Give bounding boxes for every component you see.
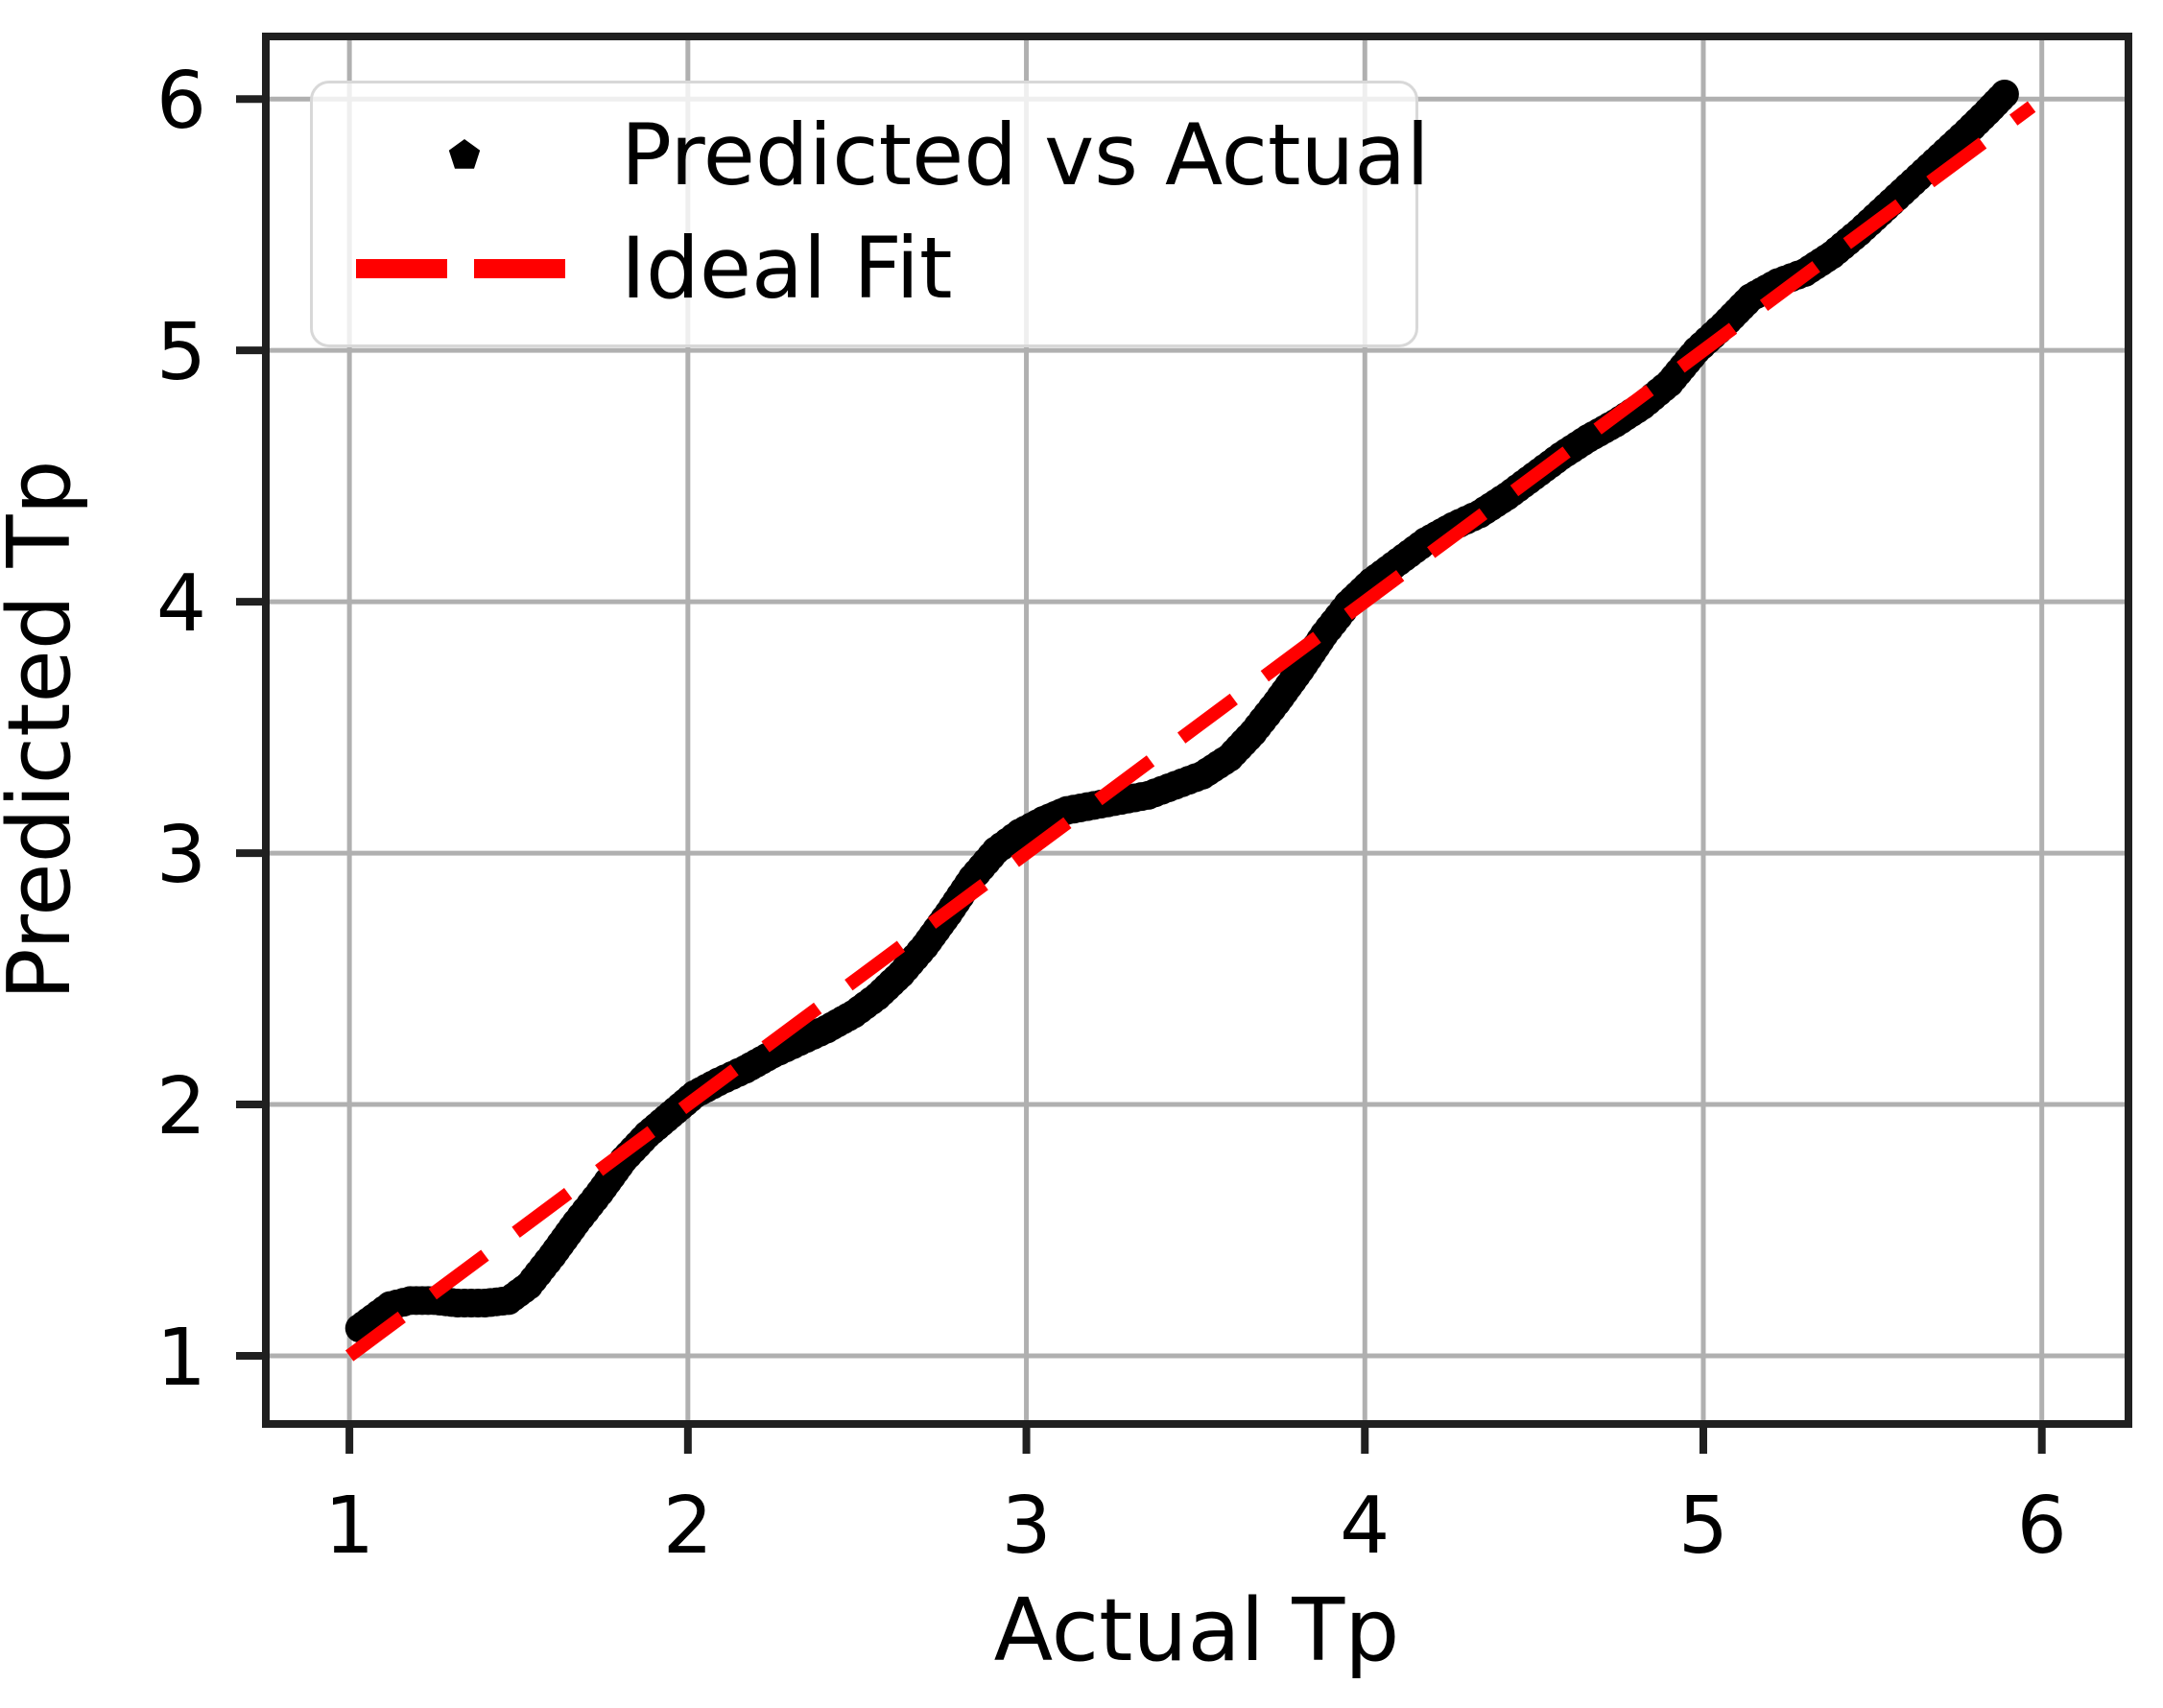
y-tick-label-1: 1 xyxy=(156,1313,206,1404)
ideal-fit-dashed-line xyxy=(345,101,2036,1362)
x-tick-label-1: 1 xyxy=(324,1481,374,1572)
pentagon-marker-icon xyxy=(342,136,586,175)
plot-border xyxy=(262,33,2132,1428)
x-tick-label-2: 2 xyxy=(663,1481,713,1572)
legend-entry-predicted-vs-actual: Predicted vs Actual xyxy=(342,99,1430,212)
x-tick-label-6: 6 xyxy=(2017,1481,2067,1572)
scatter-point xyxy=(1989,79,2019,108)
ideal-fit-line xyxy=(345,101,2036,1362)
x-tick-label-5: 5 xyxy=(1678,1481,1728,1572)
axes-layer: 1 2 3 4 5 6 1 2 3 4 5 6 xyxy=(156,33,2132,1572)
legend-label-predicted-vs-actual: Predicted vs Actual xyxy=(621,106,1430,204)
x-tick-label-4: 4 xyxy=(1340,1481,1390,1572)
y-tick-label-2: 2 xyxy=(156,1061,206,1152)
y-tick-label-4: 4 xyxy=(156,558,206,650)
y-tick-label-3: 3 xyxy=(156,810,206,901)
legend: Predicted vs Actual Ideal Fit xyxy=(310,81,1430,347)
x-axis-label: Actual Tp xyxy=(994,1580,1400,1681)
x-tick-label-3: 3 xyxy=(1001,1481,1051,1572)
y-tick-label-5: 5 xyxy=(156,307,206,398)
y-tick-label-6: 6 xyxy=(156,56,206,147)
scatter-series-predicted-vs-actual xyxy=(345,79,2019,1343)
y-axis-label: Predicted Tp xyxy=(0,460,90,1000)
legend-entry-ideal-fit: Ideal Fit xyxy=(342,212,1415,325)
dashed-line-marker-icon xyxy=(342,257,586,280)
legend-label-ideal-fit: Ideal Fit xyxy=(621,219,953,318)
